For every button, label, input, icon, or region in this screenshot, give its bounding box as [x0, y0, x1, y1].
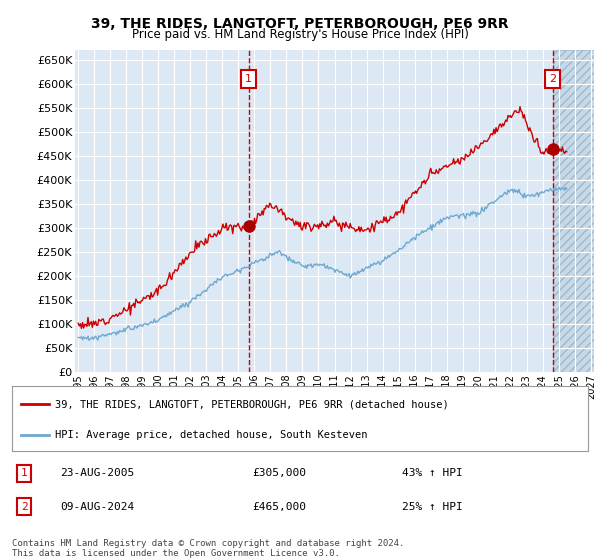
Text: 39, THE RIDES, LANGTOFT, PETERBOROUGH, PE6 9RR (detached house): 39, THE RIDES, LANGTOFT, PETERBOROUGH, P…: [55, 399, 449, 409]
Text: 25% ↑ HPI: 25% ↑ HPI: [402, 502, 463, 512]
Text: Contains HM Land Registry data © Crown copyright and database right 2024.
This d: Contains HM Land Registry data © Crown c…: [12, 539, 404, 558]
Text: Price paid vs. HM Land Registry's House Price Index (HPI): Price paid vs. HM Land Registry's House …: [131, 28, 469, 41]
Text: 2: 2: [20, 502, 28, 512]
Text: 39, THE RIDES, LANGTOFT, PETERBOROUGH, PE6 9RR: 39, THE RIDES, LANGTOFT, PETERBOROUGH, P…: [91, 16, 509, 30]
Text: 2: 2: [549, 74, 556, 84]
Text: £305,000: £305,000: [252, 468, 306, 478]
Text: 1: 1: [245, 74, 252, 84]
Text: HPI: Average price, detached house, South Kesteven: HPI: Average price, detached house, Sout…: [55, 430, 368, 440]
Text: 43% ↑ HPI: 43% ↑ HPI: [402, 468, 463, 478]
Text: £465,000: £465,000: [252, 502, 306, 512]
Text: 23-AUG-2005: 23-AUG-2005: [60, 468, 134, 478]
Bar: [553, 50, 594, 372]
Bar: [553, 50, 594, 372]
Text: 09-AUG-2024: 09-AUG-2024: [60, 502, 134, 512]
Text: 1: 1: [20, 468, 28, 478]
